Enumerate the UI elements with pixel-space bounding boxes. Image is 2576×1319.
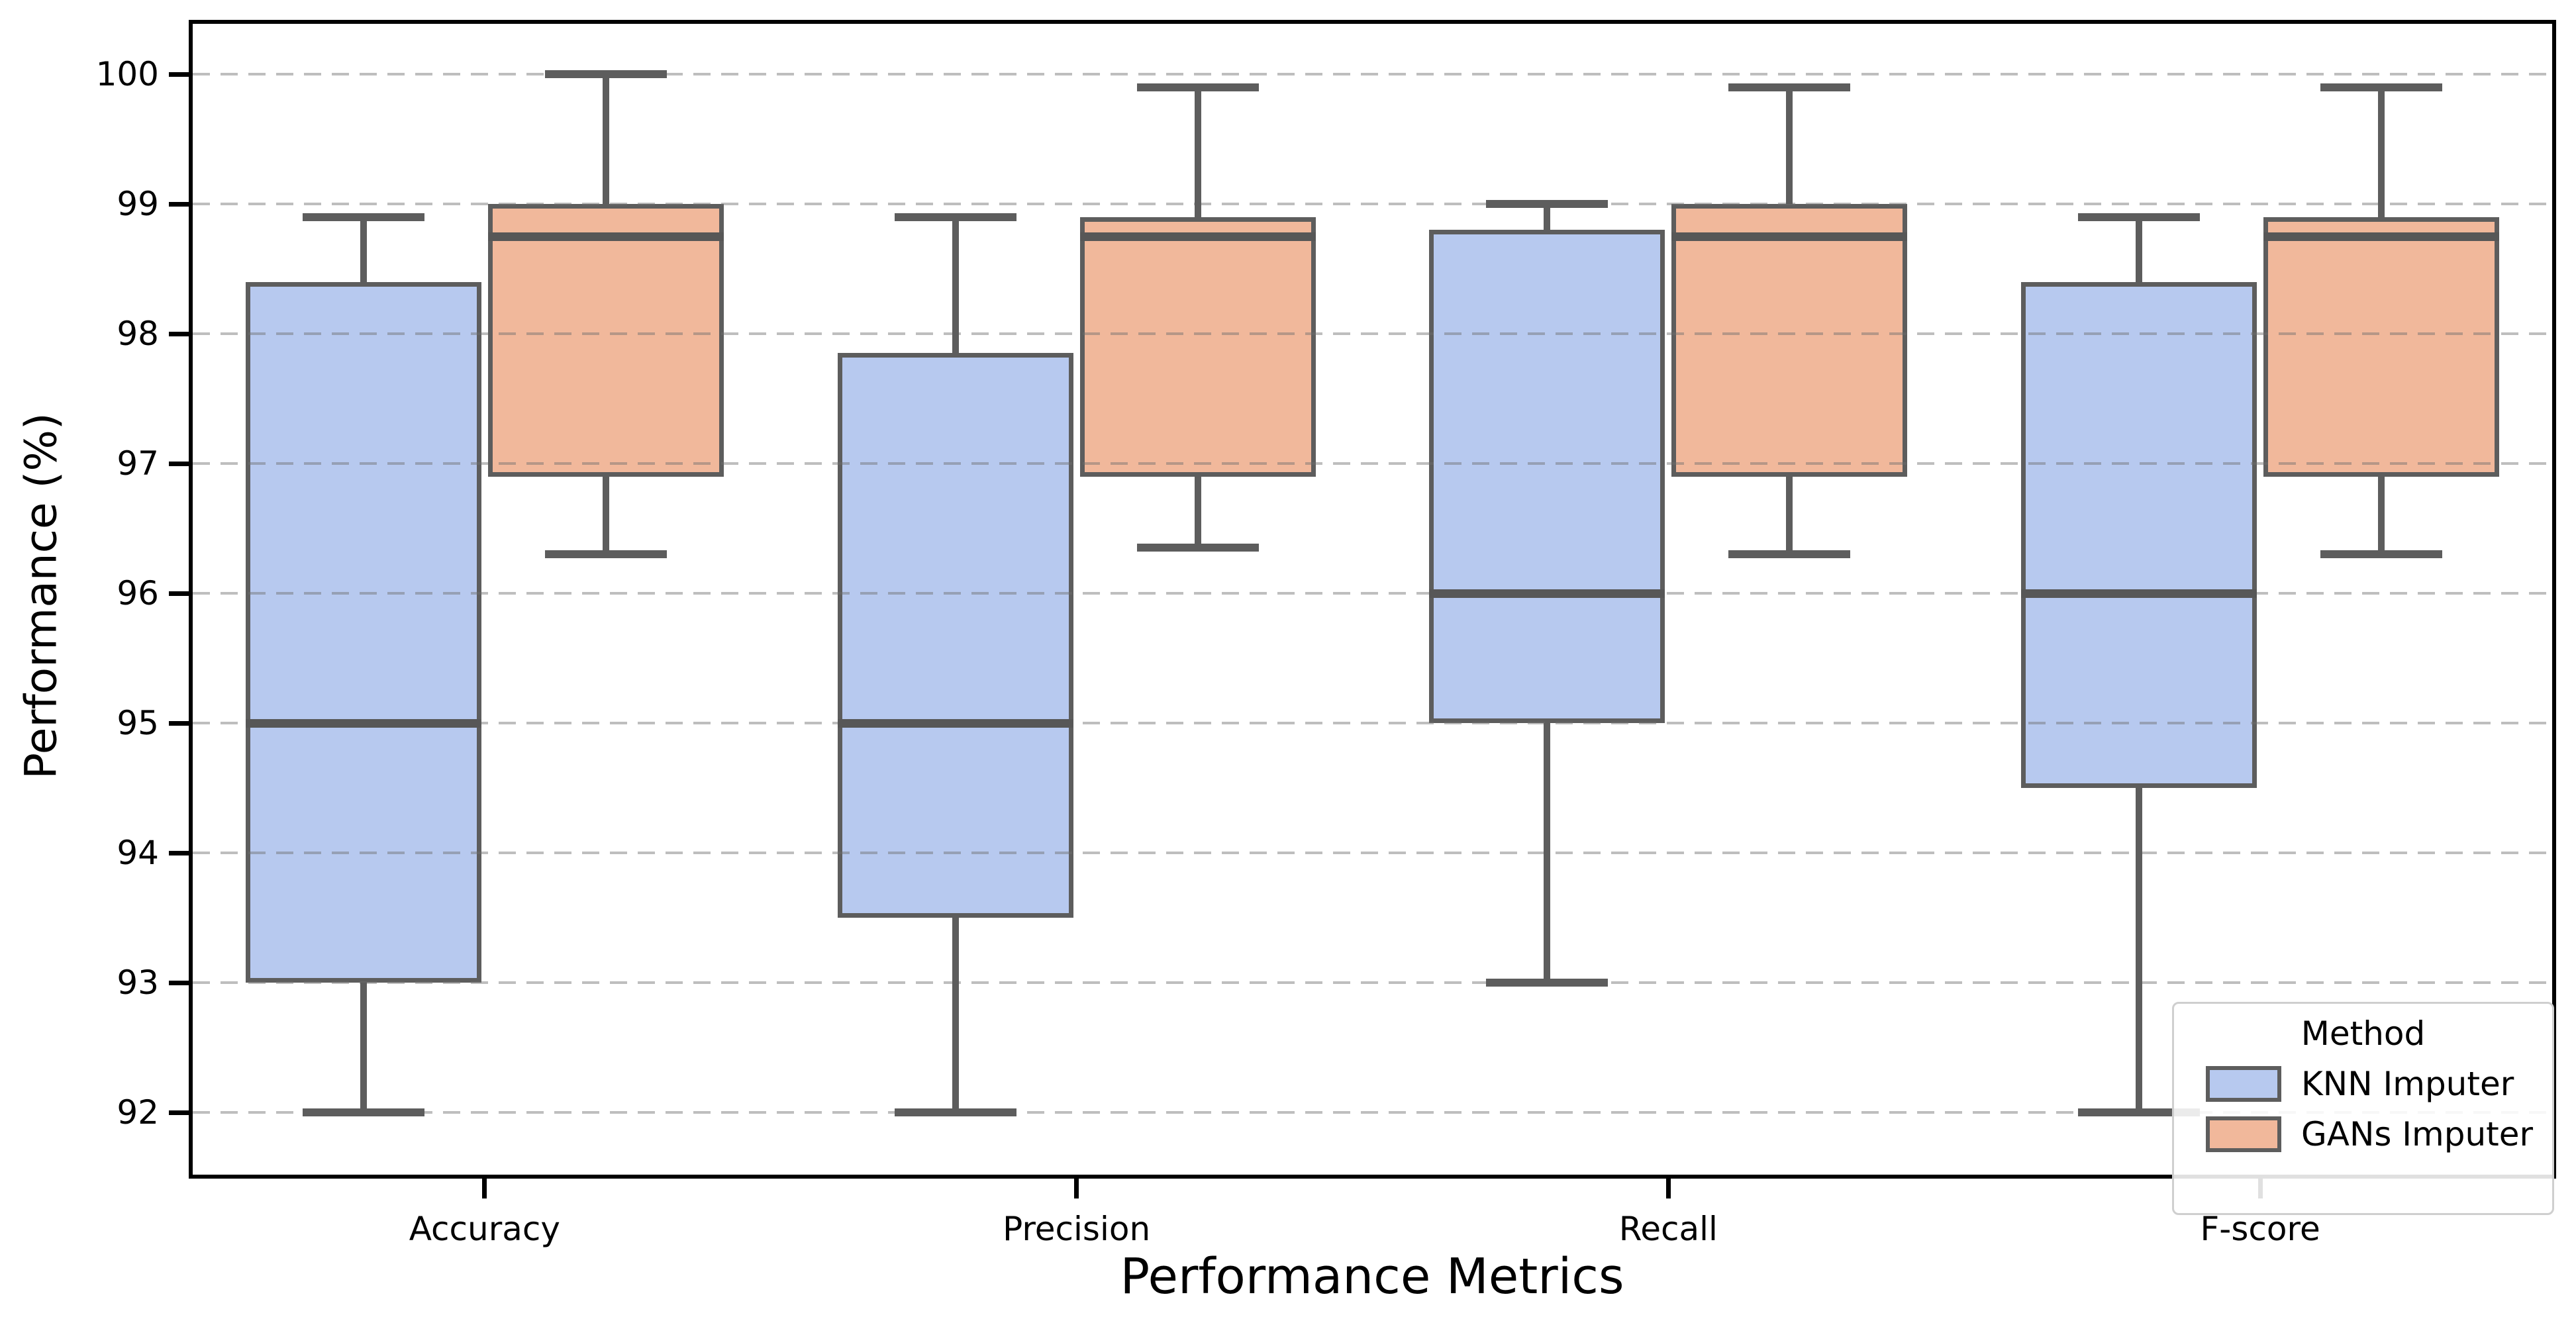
y-tick-mark (169, 331, 189, 336)
gridline (193, 73, 2552, 75)
bottom-spine (189, 1175, 2556, 1179)
y-tick-label: 96 (117, 574, 159, 612)
y-tick-label: 94 (117, 834, 159, 872)
whisker-cap-upper (1728, 83, 1851, 91)
median-line (2263, 232, 2500, 241)
whisker-lower (2378, 476, 2385, 555)
x-tick-label: Precision (1003, 1210, 1151, 1248)
y-tick-label: 99 (117, 185, 159, 223)
median-line (1429, 589, 1665, 598)
whisker-upper (602, 74, 609, 204)
gridline (193, 592, 2552, 595)
box-gans-imputer-recall (1671, 204, 1908, 477)
whisker-cap-lower (544, 550, 667, 559)
y-tick-mark (169, 201, 189, 207)
right-spine (2552, 20, 2556, 1179)
whisker-upper (360, 217, 367, 282)
whisker-lower (1786, 476, 1793, 555)
x-tick-mark (1665, 1179, 1671, 1198)
y-tick-mark (169, 461, 189, 466)
whisker-cap-upper (2078, 213, 2201, 221)
whisker-cap-upper (544, 70, 667, 78)
box-knn-imputer-accuracy (245, 281, 481, 983)
y-tick-label: 92 (117, 1093, 159, 1132)
box-gans-imputer-accuracy (487, 204, 724, 477)
box-gans-imputer-precision (1079, 217, 1316, 477)
legend-item-knn-imputer: KNN Imputer (2206, 1065, 2552, 1103)
whisker-cap-upper (1486, 200, 1609, 208)
gridline (193, 722, 2552, 724)
y-tick-label: 97 (117, 444, 159, 483)
legend-title: Method (2301, 1014, 2426, 1053)
box-knn-imputer-recall (1429, 230, 1665, 723)
legend-label-knn-imputer: KNN Imputer (2301, 1065, 2514, 1103)
legend-label-gans-imputer: GANs Imputer (2301, 1115, 2534, 1153)
whisker-lower (952, 918, 959, 1112)
x-axis-title: Performance Metrics (1120, 1248, 1624, 1305)
box-knn-imputer-precision (837, 353, 1073, 918)
y-tick-mark (169, 850, 189, 855)
whisker-cap-lower (1728, 550, 1851, 559)
box-knn-imputer-f-score (2021, 281, 2257, 788)
whisker-cap-lower (2078, 1108, 2201, 1116)
x-tick-label: Accuracy (409, 1210, 561, 1248)
whisker-upper (1194, 87, 1201, 217)
whisker-cap-lower (1136, 544, 1259, 552)
x-tick-label: F-score (2200, 1210, 2320, 1248)
whisker-cap-upper (894, 213, 1016, 221)
gridline (193, 203, 2552, 205)
y-tick-mark (169, 1110, 189, 1115)
y-tick-label: 95 (117, 704, 159, 742)
whisker-cap-upper (302, 213, 424, 221)
median-line (837, 719, 1073, 728)
y-tick-mark (169, 591, 189, 596)
gridline (193, 981, 2552, 984)
whisker-upper (2136, 217, 2143, 282)
whisker-upper (1786, 87, 1793, 204)
whisker-lower (360, 983, 367, 1112)
median-line (1079, 232, 1316, 241)
whisker-cap-lower (894, 1108, 1016, 1116)
left-spine (189, 20, 193, 1179)
x-tick-mark (1074, 1179, 1079, 1198)
whisker-lower (602, 476, 609, 555)
y-tick-label: 100 (95, 55, 159, 93)
whisker-cap-upper (2320, 83, 2443, 91)
whisker-upper (2378, 87, 2385, 217)
whisker-lower (2136, 788, 2143, 1112)
legend-item-gans-imputer: GANs Imputer (2206, 1115, 2552, 1153)
x-tick-mark (482, 1179, 487, 1198)
gridline (193, 852, 2552, 854)
y-tick-label: 98 (117, 315, 159, 353)
gridline (193, 1111, 2552, 1114)
x-tick-label: Recall (1618, 1210, 1718, 1248)
y-tick-mark (169, 72, 189, 77)
whisker-lower (1544, 723, 1551, 983)
y-tick-label: 93 (117, 963, 159, 1002)
gridline (193, 332, 2552, 335)
plot-area: 100 99 98 97 96 95 94 93 92 Accuracy Precision Reca… (96, 20, 2556, 1248)
whisker-cap-lower (1486, 979, 1609, 987)
median-line (2021, 589, 2257, 598)
whisker-cap-upper (1136, 83, 1259, 91)
legend-swatch-knn-imputer (2206, 1066, 2281, 1102)
whisker-lower (1194, 476, 1201, 548)
top-spine (189, 20, 2556, 24)
median-line (245, 719, 481, 728)
box-gans-imputer-f-score (2263, 217, 2500, 477)
y-tick-mark (169, 720, 189, 726)
legend-swatch-gans-imputer (2206, 1116, 2281, 1152)
whisker-cap-lower (2320, 550, 2443, 559)
whisker-upper (1544, 204, 1551, 230)
y-tick-mark (169, 980, 189, 985)
whisker-cap-lower (302, 1108, 424, 1116)
median-line (1671, 232, 1908, 241)
median-line (487, 232, 724, 241)
gridline (193, 462, 2552, 465)
legend: Method KNN Imputer GANs Imputer (2172, 1002, 2554, 1215)
whisker-upper (952, 217, 959, 354)
